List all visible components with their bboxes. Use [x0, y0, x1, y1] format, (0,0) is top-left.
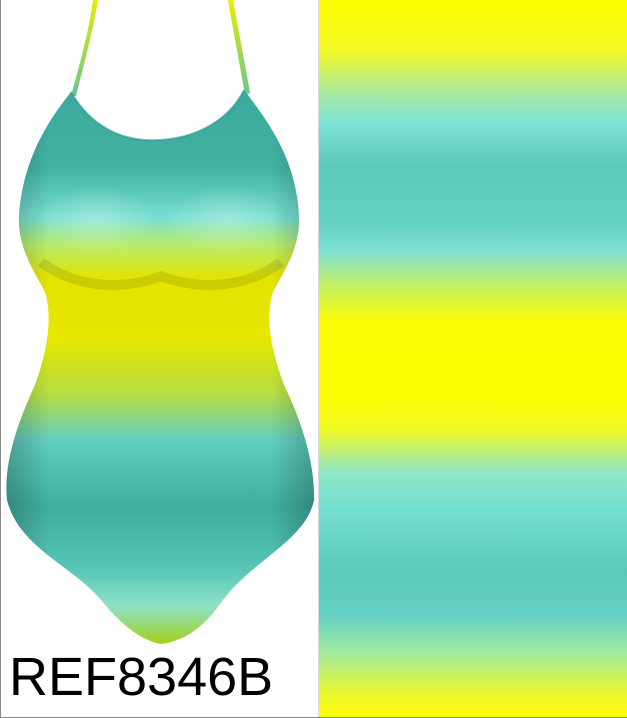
reference-code: REF8346B — [9, 647, 274, 707]
swimsuit-illustration — [6, 0, 315, 644]
fabric-pattern-swatch — [319, 0, 627, 717]
right-strap — [228, 0, 250, 95]
left-strap — [71, 0, 98, 96]
panel-divider — [318, 0, 319, 717]
garment-preview-panel: REF8346B — [1, 0, 318, 717]
